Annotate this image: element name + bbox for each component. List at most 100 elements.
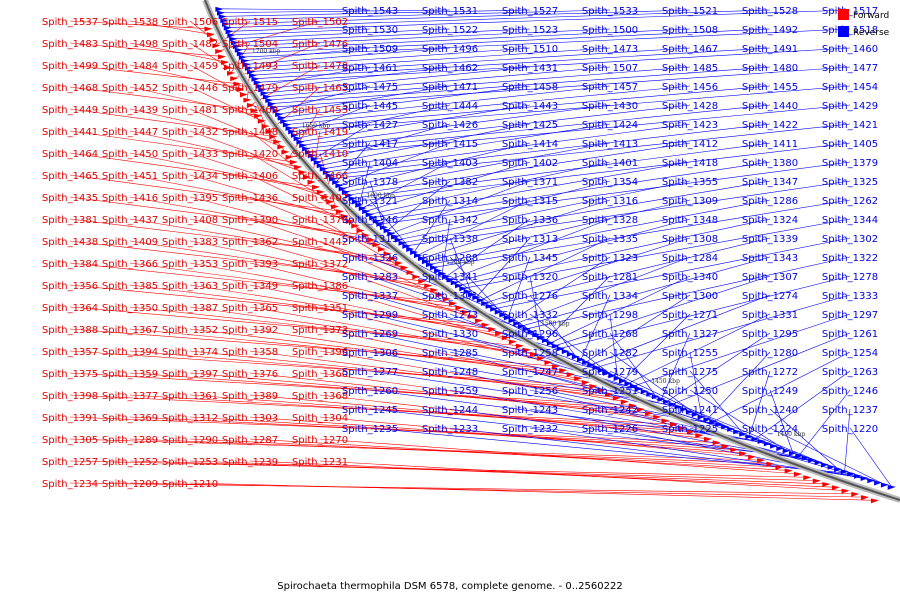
forward-gene-feature: [220, 59, 229, 65]
reverse-gene-feature: [255, 83, 264, 89]
reverse-gene-feature: [329, 176, 338, 182]
reverse-gene-label: Spith_1296: [502, 329, 558, 340]
reverse-gene-connector: [429, 199, 771, 265]
reverse-gene-connector: [560, 275, 851, 349]
forward-gene-label: Spith_1451: [102, 171, 158, 182]
reverse-gene-feature: [853, 473, 862, 479]
reverse-gene-connector: [550, 275, 691, 344]
forward-gene-connector: [249, 240, 441, 295]
forward-gene-connector: [189, 218, 405, 268]
reverse-gene-label: Spith_1454: [822, 82, 878, 93]
reverse-gene-connector: [253, 47, 691, 76]
reverse-gene-label: Spith_1425: [502, 120, 558, 131]
forward-gene-label: Spith_1362: [222, 237, 278, 248]
reverse-gene-connector: [355, 142, 851, 202]
scale-label: 1650 kbp: [302, 122, 331, 129]
reverse-gene-connector: [339, 142, 451, 186]
reverse-gene-label: Spith_1485: [662, 63, 718, 74]
reverse-gene-label: Spith_1302: [822, 234, 878, 245]
forward-gene-connector: [129, 482, 866, 498]
reverse-gene-label: Spith_1256: [502, 386, 558, 397]
forward-gene-label: Spith_1468: [42, 83, 98, 94]
reverse-gene-feature: [739, 431, 748, 437]
reverse-gene-connector: [413, 199, 451, 253]
reverse-gene-feature: [455, 283, 464, 289]
reverse-gene-connector: [236, 28, 611, 47]
forward-gene-feature: [574, 376, 583, 382]
forward-gene-connector: [129, 284, 493, 330]
reverse-gene-label: Spith_1313: [502, 234, 558, 245]
forward-gene-label: Spith_1433: [162, 149, 218, 160]
reverse-gene-label: Spith_1299: [342, 310, 398, 321]
reverse-gene-connector: [300, 104, 531, 142]
reverse-gene-label: Spith_1259: [422, 386, 478, 397]
forward-gene-feature: [273, 139, 282, 145]
reverse-gene-connector: [286, 85, 691, 125]
reverse-gene-feature: [355, 202, 364, 208]
reverse-gene-feature: [751, 436, 760, 442]
forward-gene-connector: [319, 262, 480, 321]
forward-gene-connector: [319, 350, 625, 402]
forward-gene-label: Spith_1270: [292, 435, 348, 446]
forward-gene-connector: [189, 438, 780, 468]
reverse-gene-label: Spith_1508: [662, 25, 718, 36]
reverse-gene-connector: [596, 294, 851, 368]
reverse-gene-label: Spith_1325: [822, 177, 878, 188]
reverse-gene-feature: [476, 298, 485, 304]
forward-gene-label: Spith_1432: [162, 127, 218, 138]
reverse-gene-connector: [292, 85, 851, 132]
reverse-gene-label: Spith_1460: [822, 44, 878, 55]
reverse-gene-label: Spith_1333: [822, 291, 878, 302]
forward-gene-label: Spith_1312: [162, 413, 218, 424]
reverse-gene-label: Spith_1414: [502, 139, 558, 150]
reverse-gene-label: Spith_1462: [422, 63, 478, 74]
reverse-gene-connector: [489, 237, 771, 307]
reverse-gene-label: Spith_1429: [822, 101, 878, 112]
forward-gene-label: Spith_1463: [292, 83, 348, 94]
forward-gene-feature: [215, 48, 224, 54]
forward-gene-label: Spith_1353: [162, 259, 218, 270]
reverse-gene-label: Spith_1268: [582, 329, 638, 340]
reverse-gene-feature: [494, 309, 503, 315]
reverse-gene-connector: [421, 199, 611, 259]
forward-gene-feature: [628, 403, 637, 409]
reverse-gene-label: Spith_1336: [502, 215, 558, 226]
forward-gene-label: Spith_1459: [162, 61, 218, 72]
reverse-gene-connector: [672, 332, 851, 405]
reverse-gene-connector: [666, 332, 771, 402]
scale-label: 1400 kbp: [777, 431, 806, 438]
forward-gene-connector: [189, 174, 351, 222]
forward-gene-feature: [230, 76, 239, 82]
reverse-gene-feature: [532, 332, 541, 338]
reverse-gene-label: Spith_1491: [742, 44, 798, 55]
reverse-gene-connector: [480, 237, 611, 301]
reverse-gene-connector: [257, 47, 851, 83]
reverse-gene-label: Spith_1492: [742, 25, 798, 36]
reverse-gene-feature: [302, 146, 311, 152]
forward-gene-feature: [269, 134, 278, 140]
reverse-gene-connector: [529, 294, 577, 357]
reverse-gene-connector: [545, 275, 611, 341]
reverse-gene-feature: [442, 274, 451, 280]
forward-gene-label: Spith_1506: [162, 17, 218, 28]
forward-gene-label: Spith_1465: [42, 171, 98, 182]
forward-gene-feature: [412, 274, 421, 280]
reverse-gene-label: Spith_1316: [582, 196, 638, 207]
forward-gene-feature: [501, 335, 510, 341]
forward-gene-label: Spith_1409: [102, 237, 158, 248]
forward-gene-feature: [508, 339, 517, 345]
forward-gene-label: Spith_1435: [42, 193, 98, 204]
reverse-gene-connector: [425, 199, 691, 262]
reverse-gene-feature: [307, 153, 316, 159]
forward-gene-connector: [69, 86, 255, 111]
reverse-gene-feature: [383, 228, 392, 234]
reverse-gene-feature: [325, 173, 334, 179]
forward-gene-label: Spith_1360: [292, 369, 348, 380]
reverse-gene-label: Spith_1331: [742, 310, 798, 321]
reverse-gene-feature: [299, 143, 308, 149]
reverse-gene-feature: [425, 262, 434, 268]
reverse-gene-label: Spith_1322: [822, 253, 878, 264]
reverse-gene-connector: [274, 66, 851, 108]
forward-gene-connector: [129, 64, 241, 90]
reverse-gene-label: Spith_1319: [342, 234, 398, 245]
